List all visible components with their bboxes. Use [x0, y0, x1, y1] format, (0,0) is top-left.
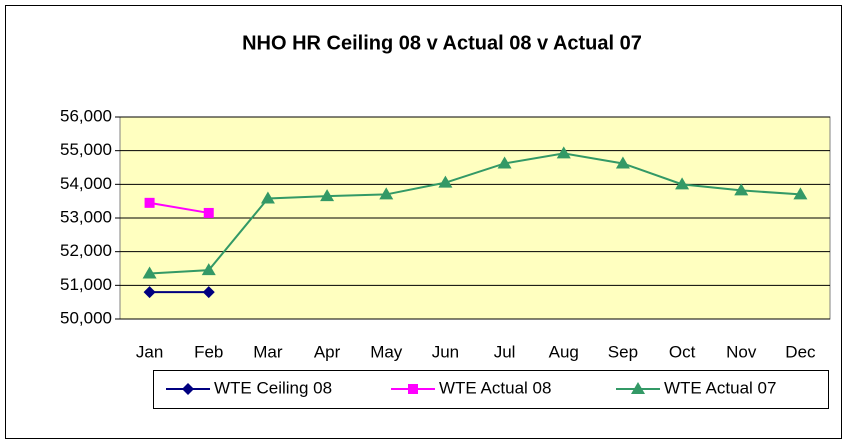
marker	[615, 156, 630, 169]
marker	[734, 183, 749, 196]
marker	[260, 191, 275, 204]
marker	[556, 146, 571, 159]
legend-marker	[182, 383, 194, 395]
series-line	[149, 152, 801, 275]
marker	[438, 175, 453, 188]
y-tick-label: 50,000	[60, 308, 112, 327]
marker	[203, 207, 214, 218]
marker	[793, 187, 808, 200]
x-tick-label: Jul	[494, 342, 516, 361]
marker	[201, 263, 216, 276]
marker	[320, 189, 335, 202]
marker	[675, 177, 690, 190]
x-tick-label: Dec	[785, 342, 816, 361]
y-tick-label: 51,000	[60, 275, 112, 294]
x-tick-label: Apr	[314, 342, 341, 361]
x-tick-label: Aug	[549, 342, 579, 361]
marker	[379, 187, 394, 200]
legend-label: WTE Ceiling 08	[214, 378, 332, 397]
marker	[142, 266, 157, 279]
marker	[202, 286, 215, 299]
x-tick-label: Sep	[608, 342, 638, 361]
y-tick-label: 53,000	[60, 207, 112, 226]
y-tick-label: 56,000	[60, 106, 112, 125]
legend-label: WTE Actual 07	[664, 378, 776, 397]
y-tick-label: 54,000	[60, 174, 112, 193]
chart-title: NHO HR Ceiling 08 v Actual 08 v Actual 0…	[242, 32, 642, 54]
legend-label: WTE Actual 08	[439, 378, 551, 397]
x-tick-label: Oct	[669, 342, 696, 361]
marker	[144, 197, 155, 208]
x-tick-label: Mar	[253, 342, 283, 361]
x-tick-label: Jun	[432, 342, 459, 361]
series-line	[149, 201, 209, 214]
legend-marker	[631, 382, 645, 394]
x-tick-label: Feb	[194, 342, 223, 361]
legend	[153, 370, 829, 409]
marker	[497, 156, 512, 169]
x-tick-label: Nov	[726, 342, 757, 361]
y-tick-label: 52,000	[60, 241, 112, 260]
x-tick-label: May	[370, 342, 403, 361]
legend-marker	[408, 384, 418, 394]
x-tick-label: Jan	[136, 342, 163, 361]
y-tick-label: 55,000	[60, 140, 112, 159]
marker	[143, 286, 156, 299]
